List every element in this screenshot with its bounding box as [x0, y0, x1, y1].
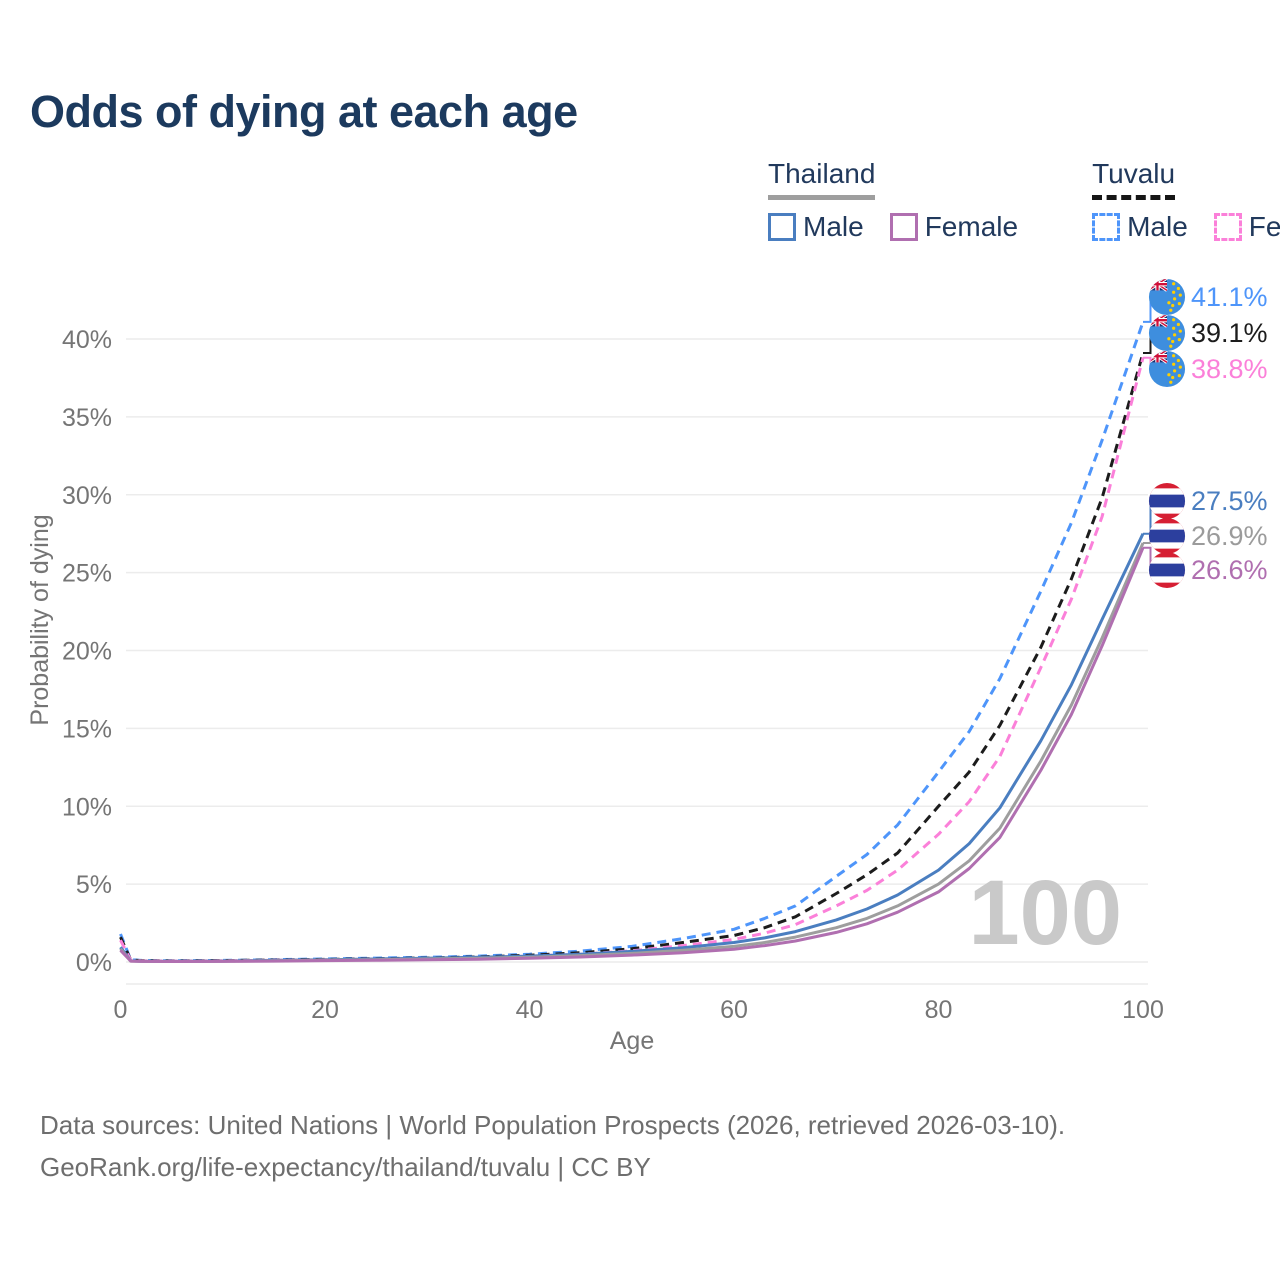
- legend-group-thailand: Thailand Male Female: [768, 158, 1018, 243]
- tuvalu-flag-icon: [1148, 350, 1186, 388]
- y-tick-label: 30%: [62, 482, 112, 510]
- end-label-value: 41.1%: [1191, 281, 1268, 312]
- tuvalu-flag-icon: [1148, 314, 1186, 352]
- y-tick-label: 10%: [62, 793, 112, 821]
- end-label-thailand-26.6pct: 26.6%: [1148, 551, 1268, 589]
- y-tick-label: 35%: [62, 404, 112, 432]
- x-tick-label: 20: [311, 996, 339, 1024]
- y-tick-label: 40%: [62, 326, 112, 354]
- legend-items-tuvalu: Male Female: [1092, 211, 1280, 243]
- y-tick-label: 20%: [62, 638, 112, 666]
- legend-item-tuvalu-male[interactable]: Male: [1092, 211, 1188, 243]
- footer: Data sources: United Nations | World Pop…: [40, 1104, 1065, 1188]
- x-tick-label: 0: [114, 996, 128, 1024]
- thailand-male-swatch-icon[interactable]: [768, 213, 796, 241]
- thailand-flag-icon: [1148, 551, 1186, 589]
- tuvalu-female-swatch-icon[interactable]: [1213, 213, 1242, 241]
- y-tick-label: 0%: [76, 949, 112, 977]
- end-label-value: 39.1%: [1191, 317, 1268, 348]
- tuvalu-flag-icon: [1148, 278, 1186, 316]
- attribution-line: GeoRank.org/life-expectancy/thailand/tuv…: [40, 1152, 651, 1183]
- legend-item-label: Male: [803, 211, 864, 242]
- data-sources-line: Data sources: United Nations | World Pop…: [40, 1110, 1066, 1140]
- legend-country-thailand: Thailand: [768, 158, 876, 200]
- end-label-tuvalu-41.1pct: 41.1%: [1148, 278, 1268, 316]
- tuvalu-flag-icon: [1148, 278, 1186, 316]
- legend-item-tuvalu-female[interactable]: Female: [1213, 211, 1280, 243]
- x-tick-label: 40: [516, 996, 544, 1024]
- y-tick-label: 25%: [62, 560, 112, 588]
- thailand-flag-icon: [1148, 517, 1186, 555]
- thailand-flag-icon: [1148, 482, 1186, 520]
- end-label-thailand-26.9pct: 26.9%: [1148, 517, 1268, 555]
- legend-items-thailand: Male Female: [768, 211, 1018, 243]
- thailand-female-swatch-icon[interactable]: [889, 213, 918, 241]
- end-label-tuvalu-39.1pct: 39.1%: [1148, 314, 1268, 352]
- x-tick-label: 80: [925, 996, 953, 1024]
- y-tick-label: 5%: [76, 871, 112, 899]
- y-tick-label: 15%: [62, 715, 112, 743]
- tuvalu-flag-icon: [1148, 314, 1186, 352]
- thailand-flag-icon: [1148, 517, 1186, 555]
- watermark-age-label: 100: [969, 862, 1123, 964]
- end-label-value: 27.5%: [1191, 485, 1268, 516]
- end-label-value: 38.8%: [1191, 353, 1268, 384]
- legend-item-label: Female: [1248, 211, 1280, 242]
- tuvalu-male-swatch-icon[interactable]: [1092, 213, 1121, 241]
- x-tick-label: 100: [1122, 996, 1164, 1024]
- legend-item-thailand-male[interactable]: Male: [768, 211, 864, 243]
- legend-item-thailand-female[interactable]: Female: [889, 211, 1019, 243]
- series-line-thailand-female: [119, 547, 1145, 963]
- x-tick-label: 60: [720, 996, 748, 1024]
- legend-country-tuvalu: Tuvalu: [1092, 158, 1176, 200]
- y-axis-title: Probability of dying: [26, 514, 54, 725]
- end-label-value: 26.9%: [1191, 520, 1268, 551]
- legend-item-label: Female: [924, 211, 1019, 242]
- end-label-thailand-27.5pct: 27.5%: [1148, 482, 1268, 520]
- series-line-tuvalu-both-sexes-: [119, 352, 1145, 963]
- legend-item-label: Male: [1127, 211, 1188, 242]
- thailand-flag-icon: [1148, 482, 1186, 520]
- series-line-tuvalu-female: [119, 357, 1145, 963]
- thailand-flag-icon: [1148, 551, 1186, 589]
- end-label-value: 26.6%: [1191, 554, 1268, 585]
- page-title: Odds of dying at each age: [30, 86, 578, 137]
- legend: Thailand Male Female Tuvalu Male: [768, 158, 1280, 243]
- tuvalu-flag-icon: [1148, 350, 1186, 388]
- end-label-tuvalu-38.8pct: 38.8%: [1148, 350, 1268, 388]
- x-axis-title: Age: [610, 1027, 654, 1055]
- legend-group-tuvalu: Tuvalu Male Female: [1092, 158, 1280, 243]
